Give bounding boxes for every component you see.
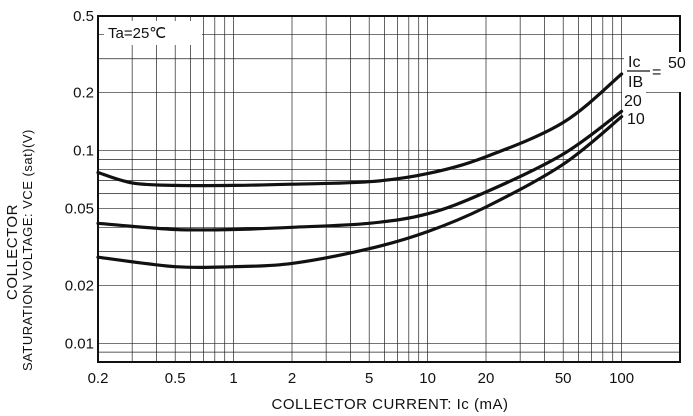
series-line-10 <box>96 115 624 270</box>
ratio-label-bottom: IB <box>628 74 643 91</box>
ratio-label-box <box>624 52 686 92</box>
y-tick-label: 0.05 <box>65 201 94 218</box>
y-tick-label: 0.1 <box>73 143 94 160</box>
ratio-label-top: Ic <box>628 54 640 71</box>
x-tick-label: 0.2 <box>88 370 109 387</box>
y-tick-label: 0.5 <box>73 8 94 25</box>
x-tick-label: 2 <box>288 370 296 387</box>
x-tick-label: 50 <box>555 370 572 387</box>
x-tick-label: 0.5 <box>165 370 186 387</box>
series-line-50 <box>96 72 624 188</box>
y-tick-label: 0.02 <box>65 277 94 294</box>
series-label-20: 20 <box>624 93 642 110</box>
annotation-text: Ta=25℃ <box>108 25 166 42</box>
x-tick-label: 10 <box>419 370 436 387</box>
x-tick-label: 1 <box>229 370 237 387</box>
plot-frame <box>97 15 681 363</box>
ratio-equals-sign: = <box>652 64 661 81</box>
tick-labels: 0.2 0.5 1 2 5 10 20 50 100 0.5 0.2 0.1 0.05 0.02 0.01 <box>65 8 634 387</box>
grid <box>98 16 680 362</box>
series-line-20 <box>96 109 624 232</box>
series-label-10: 10 <box>627 111 645 128</box>
x-axis-label: COLLECTOR CURRENT: Ic (mA) <box>272 396 509 413</box>
y-tick-label: 0.01 <box>65 335 94 352</box>
x-tick-label: 100 <box>609 370 634 387</box>
y-axis-label-line1: COLLECTOR <box>4 204 21 300</box>
plot-background <box>98 16 680 362</box>
x-tick-label: 20 <box>478 370 495 387</box>
x-tick-label: 5 <box>365 370 373 387</box>
series-label-bg-10 <box>625 109 649 126</box>
y-tick-label: 0.2 <box>73 85 94 102</box>
annotation-box <box>104 21 202 45</box>
series-label-50: 50 <box>668 55 686 72</box>
y-axis-label-line2: SATURATION VOLTAGE: VCE (sat)(V) <box>20 129 35 371</box>
series-label-bg-20 <box>622 91 646 108</box>
